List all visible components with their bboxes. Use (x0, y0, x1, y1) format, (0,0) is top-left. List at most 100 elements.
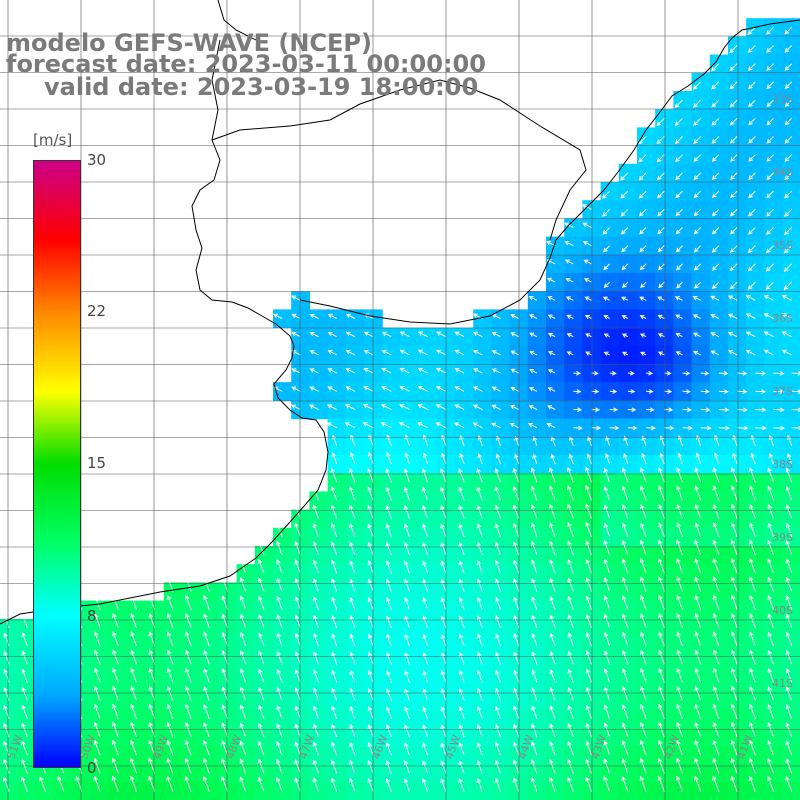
wind-arrow (294, 723, 301, 738)
wind-speed-cell (546, 691, 565, 711)
wind-speed-cell (728, 309, 747, 329)
wind-arrow (294, 559, 301, 574)
wind-arrow (529, 350, 538, 356)
wind-arrow (130, 667, 137, 683)
wind-speed-cell (182, 582, 201, 602)
wind-speed-cell (546, 254, 565, 274)
wind-arrow (785, 485, 793, 501)
wind-arrow (621, 504, 629, 519)
wind-arrow (495, 651, 501, 665)
wind-speed-cell (127, 618, 147, 638)
wind-arrow (221, 686, 228, 701)
wind-arrow (422, 652, 429, 665)
wind-speed-cell (746, 436, 765, 456)
wind-arrow (404, 670, 410, 683)
wind-speed-cell (491, 382, 511, 401)
wind-arrow (184, 576, 192, 592)
wind-arrow (567, 650, 574, 665)
wind-speed-cell (327, 436, 347, 456)
wind-arrow (591, 370, 599, 376)
wind-speed-cell (218, 709, 238, 729)
wind-arrow (294, 669, 301, 683)
wind-arrow (676, 631, 683, 647)
colorbar-tick-0: 0 (87, 759, 97, 777)
wind-speed-cell (637, 709, 656, 729)
wind-arrow (494, 723, 501, 738)
wind-arrow (749, 522, 756, 538)
wind-arrow (676, 721, 683, 738)
wind-speed-cell (455, 364, 474, 383)
wind-speed-cell (637, 546, 656, 565)
wind-speed-cell (455, 691, 474, 711)
wind-speed-cell (546, 564, 565, 583)
wind-arrow (327, 331, 337, 338)
wind-arrow (362, 404, 374, 410)
wind-arrow (476, 467, 483, 483)
wind-arrow (549, 759, 556, 774)
wind-speed-cell (364, 655, 383, 674)
wind-speed-cell (491, 400, 511, 420)
wind-speed-cell (564, 746, 583, 765)
wind-arrow (657, 314, 665, 320)
wind-speed-cell (382, 764, 401, 784)
wind-arrow (276, 632, 283, 647)
wind-arrow (582, 241, 592, 247)
wind-arrow (458, 504, 465, 519)
wind-speed-cell (382, 327, 401, 347)
wind-speed-cell (655, 546, 674, 565)
wind-speed-cell (273, 728, 292, 747)
wind-speed-cell (364, 436, 383, 456)
wind-arrow (639, 558, 647, 574)
wind-arrow (749, 503, 756, 519)
wind-arrow (729, 281, 738, 290)
wind-speed-cell (182, 600, 201, 620)
wind-arrow (312, 759, 319, 774)
wind-arrow (621, 467, 629, 483)
wind-speed-cell (455, 709, 474, 729)
wind-speed-cell (200, 673, 219, 693)
wind-arrow (748, 208, 756, 217)
wind-speed-cell (782, 618, 800, 638)
wind-arrow (676, 685, 683, 701)
wind-arrow (21, 632, 28, 647)
wind-arrow (730, 594, 738, 610)
wind-arrow (766, 136, 774, 144)
wind-arrow (345, 350, 356, 356)
wind-arrow (674, 117, 683, 127)
wind-arrow (567, 668, 574, 683)
wind-speed-cell (127, 673, 147, 693)
wind-arrow (547, 314, 556, 319)
wind-speed-cell (618, 564, 638, 583)
wind-speed-cell (728, 509, 747, 529)
wind-arrow (510, 368, 519, 374)
wind-arrow (712, 485, 720, 501)
wind-speed-cell (236, 655, 256, 674)
wind-arrow (585, 758, 592, 774)
wind-arrow (773, 425, 785, 431)
wind-arrow (439, 468, 447, 483)
wind-arrow (363, 331, 374, 338)
wind-arrow (276, 614, 283, 629)
wind-arrow (21, 650, 28, 665)
wind-arrow (184, 613, 192, 629)
wind-arrow (331, 705, 338, 720)
wind-arrow (658, 703, 665, 720)
wind-arrow (640, 522, 647, 538)
wind-arrow (398, 422, 410, 429)
wind-arrow (348, 467, 356, 483)
wind-arrow (531, 596, 538, 610)
wind-arrow (349, 687, 356, 701)
wind-arrow (603, 631, 611, 647)
wind-arrow (565, 277, 574, 283)
wind-speed-cell (473, 600, 492, 620)
wind-speed-cell (709, 291, 729, 310)
wind-arrow (422, 597, 429, 610)
wind-arrow (729, 99, 738, 108)
wind-arrow (585, 776, 592, 792)
wind-speed-cell (345, 709, 365, 729)
wind-speed-cell (709, 345, 729, 365)
wind-arrow (221, 650, 228, 665)
wind-arrow (291, 313, 301, 319)
wind-speed-cell (145, 709, 165, 729)
wind-speed-cell (200, 655, 219, 674)
